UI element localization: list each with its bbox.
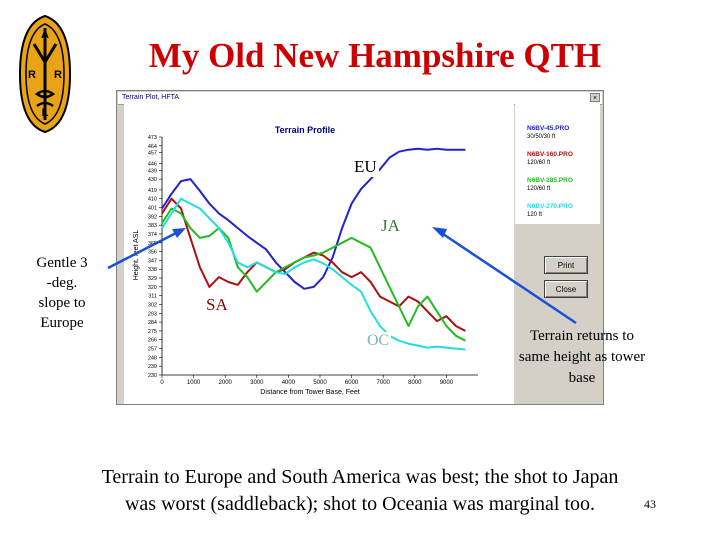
y-tick-label: 230 xyxy=(148,373,157,379)
y-tick-label: 430 xyxy=(148,177,157,183)
y-tick-label: 293 xyxy=(148,311,157,317)
series-line-1 xyxy=(161,147,466,290)
chart-ylabel: Height, feet ASL xyxy=(133,230,140,281)
y-tick-label: 338 xyxy=(148,267,157,273)
y-tick-label: 239 xyxy=(148,364,157,370)
y-tick-label: 401 xyxy=(148,206,157,212)
y-tick-label: 383 xyxy=(148,223,157,229)
y-tick-label: 439 xyxy=(148,168,157,174)
callout-left-line: Gentle 3 xyxy=(36,255,88,271)
callout-right-line: same height as tower xyxy=(518,349,646,365)
legend-series-name: N6BV-45.PRO xyxy=(527,125,569,132)
y-tick-label: 473 xyxy=(148,135,157,141)
caption-line-2: was worst (saddleback); shot to Oceania … xyxy=(124,493,596,515)
callout-arrow-left xyxy=(107,230,179,270)
callout-left-line: Europe xyxy=(40,315,84,331)
x-tick-label: 7000 xyxy=(377,380,391,386)
y-tick-label: 356 xyxy=(148,250,157,256)
annotation-eu: EU xyxy=(352,157,379,177)
y-tick-label: 257 xyxy=(148,347,157,353)
window-close-icon[interactable]: × xyxy=(590,93,600,102)
y-tick-label: 320 xyxy=(148,285,157,291)
legend-series-sub: 120/60 ft xyxy=(527,160,551,166)
series-line-2 xyxy=(161,197,466,332)
y-tick-label: 248 xyxy=(148,355,157,361)
y-tick-label: 457 xyxy=(148,151,157,157)
callout-right-line: base xyxy=(568,370,596,386)
x-tick-label: 4000 xyxy=(282,380,296,386)
x-tick-label: 1000 xyxy=(187,380,201,386)
x-tick-label: 0 xyxy=(160,380,164,386)
y-tick-label: 311 xyxy=(148,294,157,300)
y-tick-label: 446 xyxy=(148,161,157,167)
y-tick-label: 266 xyxy=(148,338,157,344)
legend-series-name: N6BV-285.PRO xyxy=(527,177,573,184)
legend-series-name: N6BV-160.PRO xyxy=(527,151,573,158)
y-tick-label: 275 xyxy=(148,329,157,335)
caption-line-1: Terrain to Europe and South America was … xyxy=(101,466,619,488)
legend-series-name: N6BV-270.PRO xyxy=(527,203,573,210)
x-tick-label: 5000 xyxy=(313,380,327,386)
callout-arrow-right xyxy=(439,230,577,325)
y-tick-label: 347 xyxy=(148,258,157,264)
chart-xlabel: Distance from Tower Base, Feet xyxy=(260,389,360,396)
x-tick-label: 2000 xyxy=(219,380,233,386)
callout-left-line: -deg. xyxy=(46,275,78,291)
legend-series-sub: 120 ft xyxy=(527,212,542,218)
callout-arrow-left-head xyxy=(172,228,186,238)
logo-letter-r1: R xyxy=(28,69,36,81)
y-tick-label: 302 xyxy=(148,302,157,308)
callout-right: Terrain returns to same height as tower … xyxy=(494,326,670,389)
y-tick-label: 392 xyxy=(148,214,157,220)
logo-letter-l: L xyxy=(42,107,49,119)
legend-panel xyxy=(515,104,600,224)
x-tick-label: 6000 xyxy=(345,380,359,386)
chart-title: Terrain Profile xyxy=(275,125,335,135)
annotation-sa: SA xyxy=(204,295,230,315)
callout-left: Gentle 3 -deg. slope to Europe xyxy=(18,253,106,333)
y-tick-label: 284 xyxy=(148,320,157,326)
logo-letter-a: A xyxy=(41,29,49,41)
legend-series-sub: 30/50/30 ft xyxy=(527,134,556,140)
y-tick-label: 329 xyxy=(148,276,157,282)
print-button[interactable]: Print xyxy=(544,256,588,274)
slide-title: My Old New Hampshire QTH xyxy=(148,36,602,75)
legend-series-sub: 120/60 ft xyxy=(527,186,551,192)
series-line-4 xyxy=(161,197,466,351)
page-number: 43 xyxy=(644,497,656,511)
callout-left-line: slope to xyxy=(38,295,86,311)
series-line-3 xyxy=(161,207,466,342)
annotation-oc: OC xyxy=(365,332,392,350)
y-tick-label: 419 xyxy=(148,188,157,194)
slide-caption: Terrain to Europe and South America was … xyxy=(18,464,702,518)
arrl-logo: A R R L xyxy=(12,14,78,134)
y-tick-label: 410 xyxy=(148,197,157,203)
close-button[interactable]: Close xyxy=(544,280,588,298)
x-tick-label: 9000 xyxy=(440,380,454,386)
annotation-ja: JA xyxy=(379,216,402,236)
y-tick-label: 464 xyxy=(148,144,157,150)
logo-letter-r2: R xyxy=(54,69,62,81)
y-tick-label: 374 xyxy=(148,232,157,238)
x-tick-label: 3000 xyxy=(250,380,264,386)
x-tick-label: 8000 xyxy=(408,380,422,386)
window-title: Terrain Plot, HFTA xyxy=(122,94,180,101)
callout-right-line: Terrain returns to xyxy=(530,328,634,344)
callout-arrow-right-head xyxy=(432,227,447,238)
